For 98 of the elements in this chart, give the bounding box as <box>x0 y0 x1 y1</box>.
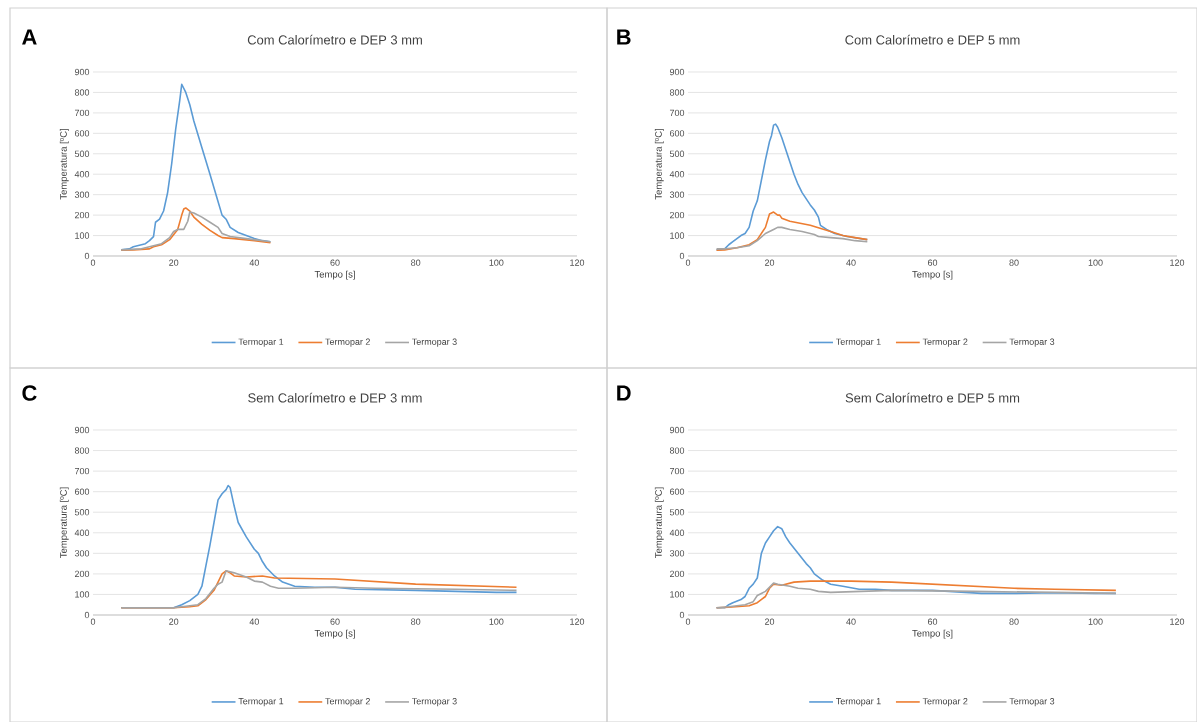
x-tick-label: 20 <box>764 259 775 266</box>
legend-label: Termopar 3 <box>411 338 457 347</box>
y-tick-label: 500 <box>669 150 685 157</box>
x-tick-label: 100 <box>1088 259 1103 266</box>
x-tick-label: 60 <box>927 259 938 266</box>
x-tick-label: 0 <box>685 618 691 625</box>
x-axis-title: Tempo [s] <box>912 270 953 280</box>
y-tick-label: 300 <box>74 550 90 557</box>
text: A <box>22 29 37 45</box>
y-tick-label: 400 <box>74 171 90 178</box>
y-tick-label: 700 <box>669 109 685 117</box>
y-tick-label: 200 <box>74 570 90 578</box>
x-tick-label: 80 <box>411 618 421 625</box>
x-tick-label: 0 <box>90 618 96 625</box>
y-tick-label: 0 <box>84 611 90 619</box>
y-axis-title: Temperatura [ºC] <box>654 487 664 558</box>
y-tick-label: 700 <box>669 467 685 475</box>
x-axis-title: Tempo [s] <box>912 629 953 639</box>
legend-label: Termopar 1 <box>836 338 881 347</box>
y-tick-label: 800 <box>669 447 685 454</box>
y-tick-label: 500 <box>74 509 90 516</box>
y-tick-label: 400 <box>669 171 685 178</box>
x-tick-label: 0 <box>685 259 691 266</box>
y-axis-title: Temperatura [ºC] <box>59 487 69 558</box>
x-tick-label: 100 <box>489 618 504 625</box>
x-tick-label: 80 <box>1009 618 1019 625</box>
x-tick-label: 20 <box>764 618 775 625</box>
x-tick-label: 80 <box>1009 259 1019 266</box>
y-tick-label: 200 <box>74 211 90 219</box>
x-tick-label: 40 <box>846 618 856 625</box>
y-axis-title: Temperatura [ºC] <box>59 129 69 200</box>
y-tick-label: 600 <box>74 130 90 137</box>
x-tick-label: 80 <box>411 259 421 266</box>
y-tick-label: 100 <box>75 232 90 239</box>
y-tick-label: 100 <box>670 232 685 239</box>
chart-title: Com Calorímetro e DEP 5 mm <box>845 34 1020 45</box>
legend-label: Termopar 3 <box>411 698 457 707</box>
chart-title: Sem Calorímetro e DEP 3 mm <box>248 392 422 403</box>
y-axis-title: Temperatura [ºC] <box>654 129 664 200</box>
y-tick-label: 900 <box>74 426 90 434</box>
x-tick-label: 40 <box>249 618 259 625</box>
legend-label: Termopar 2 <box>325 338 370 347</box>
y-tick-label: 900 <box>669 68 685 76</box>
x-tick-label: 0 <box>90 259 96 266</box>
x-tick-label: 120 <box>570 259 585 266</box>
text: D <box>617 385 631 401</box>
line-series <box>715 226 869 250</box>
y-tick-label: 300 <box>669 191 685 198</box>
y-tick-label: 600 <box>669 130 685 137</box>
y-tick-label: 300 <box>74 191 90 198</box>
chart-title: Com Calorímetro e DEP 3 mm <box>247 34 422 45</box>
x-tick-label: 60 <box>330 259 340 266</box>
x-tick-label: 40 <box>249 259 259 266</box>
legend-label: Termopar 3 <box>1009 338 1055 347</box>
line-series <box>715 211 869 252</box>
y-tick-label: 400 <box>669 529 685 536</box>
x-tick-label: 60 <box>330 618 340 625</box>
y-tick-label: 600 <box>669 488 685 495</box>
x-tick-label: 20 <box>169 259 179 266</box>
y-tick-label: 600 <box>74 488 90 495</box>
x-tick-label: 100 <box>1088 618 1103 625</box>
y-tick-label: 400 <box>74 529 90 536</box>
y-tick-label: 100 <box>75 591 90 598</box>
y-tick-label: 700 <box>74 467 90 475</box>
y-tick-label: 900 <box>74 68 90 76</box>
y-tick-label: 0 <box>679 252 685 260</box>
y-tick-label: 0 <box>679 611 685 619</box>
x-tick-label: 100 <box>489 259 504 266</box>
y-tick-label: 500 <box>669 509 685 516</box>
x-tick-label: 40 <box>846 259 856 266</box>
y-tick-label: 800 <box>74 447 90 454</box>
x-tick-label: 60 <box>927 618 938 625</box>
legend-label: Termopar 1 <box>836 698 881 707</box>
x-axis-title: Tempo [s] <box>314 629 355 639</box>
y-tick-label: 800 <box>669 89 685 96</box>
y-tick-label: 700 <box>74 109 90 117</box>
y-tick-label: 200 <box>669 570 685 578</box>
y-tick-label: 900 <box>669 426 685 434</box>
x-tick-label: 120 <box>1170 618 1185 625</box>
legend-label: Termopar 2 <box>922 698 968 707</box>
x-tick-label: 120 <box>1170 259 1185 266</box>
legend-label: Termopar 2 <box>325 698 370 707</box>
legend-label: Termopar 3 <box>1009 698 1055 707</box>
text: C <box>22 385 37 401</box>
text: B <box>617 29 631 45</box>
x-axis-title: Tempo [s] <box>314 270 355 280</box>
y-tick-label: 100 <box>670 591 685 598</box>
chart-title: Sem Calorímetro e DEP 5 mm <box>845 392 1020 403</box>
x-tick-label: 20 <box>169 618 179 625</box>
legend-label: Termopar 1 <box>238 698 284 707</box>
legend-label: Termopar 2 <box>922 338 968 347</box>
y-tick-label: 300 <box>669 550 685 557</box>
y-tick-label: 200 <box>669 211 685 219</box>
y-tick-label: 500 <box>74 150 90 157</box>
legend-label: Termopar 1 <box>238 338 284 347</box>
y-tick-label: 800 <box>74 89 90 96</box>
x-tick-label: 120 <box>570 618 585 625</box>
y-tick-label: 0 <box>84 252 90 260</box>
